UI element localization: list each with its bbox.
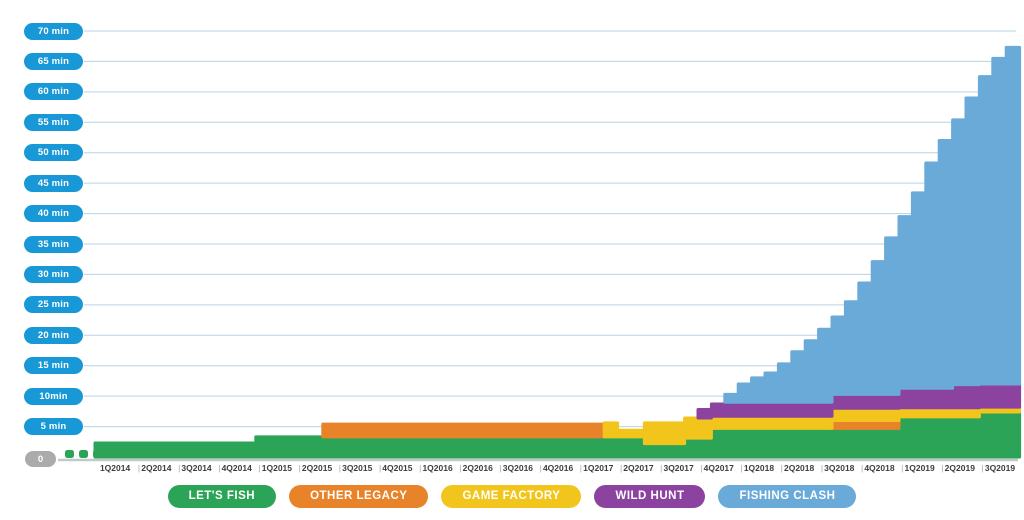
y-axis-tick-pill: 45 min [24,174,83,192]
x-axis-label: 2Q2016 [462,462,493,473]
x-axis-cell: | 4Q2018 [858,463,898,473]
x-axis-separator: | [981,462,984,473]
x-axis-cell: | 4Q2014 [216,463,256,473]
x-axis-cell: | 1Q2018 [738,463,778,473]
x-axis-label: 1Q2016 [422,462,453,473]
x-axis-separator: | [298,462,301,473]
y-axis-tick-pill: 60 min [24,83,83,101]
x-axis-cell: | 2Q2019 [939,463,979,473]
x-axis-separator: | [740,462,743,473]
y-axis-zero-pill: 0 [25,451,56,467]
x-axis-label: 3Q2019 [984,462,1016,473]
x-axis-label: 2Q2015 [301,462,333,473]
x-axis-separator: | [579,462,583,473]
x-axis-separator: | [700,462,703,473]
x-axis-cell: 1Q2014 [95,463,135,473]
x-axis-label: 4Q2017 [703,462,734,473]
y-axis-tick-pill: 50 min [24,144,83,162]
x-axis-separator: | [137,462,141,473]
y-axis-tick-pill: 55 min [24,113,83,131]
x-axis-label: 2Q2018 [783,462,815,473]
x-axis-cell: | 3Q2017 [657,463,697,473]
legend-item: WILD HUNT [594,484,706,508]
x-axis-label: 4Q2014 [221,462,252,473]
x-axis-label: 4Q2016 [542,462,574,473]
x-axis-separator: | [660,462,663,473]
y-axis-tick-pill: 15 min [24,357,83,375]
x-axis-label: 3Q2015 [342,462,373,473]
x-axis-separator: | [499,462,502,473]
x-axis-separator: | [378,462,382,473]
x-axis-cell: | 4Q2017 [698,463,738,473]
x-axis-separator: | [459,462,462,473]
y-axis-tick-pill: 25 min [24,296,83,314]
legend: LET'S FISH OTHER LEGACY GAME FACTORY WILD H… [0,484,1024,508]
x-axis-cell: | 2Q2017 [617,463,657,473]
x-axis-separator: | [419,462,422,473]
x-axis-separator: | [338,462,341,473]
x-axis-label: 3Q2014 [181,462,212,473]
x-axis-label: 3Q2017 [663,462,694,473]
y-axis-tick-pill: 5 min [24,418,83,436]
y-axis-tick-pill: 20 min [24,326,83,344]
legend-item: GAME FACTORY [441,484,582,508]
x-axis-label: 2Q2019 [944,462,975,473]
area-other-legacy [321,422,606,439]
y-axis-tick-pill: 70 min [24,22,83,40]
legend-item: OTHER LEGACY [289,484,429,508]
legend-item: LET'S FISH [167,484,277,508]
x-axis-cell: | 3Q2019 [979,463,1019,473]
x-axis-cell: | 3Q2016 [497,463,537,473]
x-axis-cell: | 3Q2014 [175,463,215,473]
x-axis-separator: | [539,462,542,473]
x-axis-cell: | 1Q2016 [416,463,456,473]
x-axis-cell: | 2Q2018 [778,463,818,473]
x-axis-label: 1Q2014 [99,462,131,473]
x-axis-separator: | [941,462,944,473]
x-axis-cell: | 4Q2015 [376,463,416,473]
x-axis-separator: | [218,462,221,473]
x-axis-cell: | 2Q2015 [296,463,336,473]
pre-axis-dot [65,450,74,458]
x-axis-cell: | 2Q2014 [135,463,175,473]
x-axis-label: 3Q2016 [502,462,534,473]
x-axis-cell: | 3Q2018 [818,463,858,473]
x-axis-label: 2Q2017 [623,462,654,473]
x-axis-label: 1Q2017 [583,462,614,473]
x-axis-separator: | [820,462,824,473]
y-axis-tick-pill: 40 min [24,205,83,223]
x-axis-separator: | [780,462,783,473]
x-axis-label: 3Q2018 [824,462,855,473]
x-axis-label: 1Q2015 [261,462,292,473]
x-axis-separator: | [861,462,864,473]
x-axis-cell: | 1Q2019 [898,463,938,473]
x-axis: 1Q2014 | 2Q2014 | 3Q2014 | 4Q2014 | 1Q2015 | 2Q201… [95,460,1019,475]
x-axis-cell: | 2Q2016 [457,463,497,473]
y-axis-tick-pill: 65 min [24,52,83,70]
area-fishing-clash [723,45,1022,404]
y-axis-tick-pill: 30 min [24,265,83,283]
y-axis-tick-pill: 10min [24,387,83,405]
x-axis-label: 1Q2019 [904,462,935,473]
pre-axis-dot [79,450,88,458]
x-axis-separator: | [619,462,623,473]
x-axis-separator: | [258,462,261,473]
x-axis-cell: | 1Q2015 [256,463,296,473]
x-axis-cell: | 3Q2015 [336,463,376,473]
x-axis-cell: | 1Q2017 [577,463,617,473]
y-axis-tick-pill: 35 min [24,235,83,253]
x-axis-cell: | 4Q2016 [537,463,577,473]
x-axis-label: 4Q2015 [382,462,413,473]
stacked-area-plot [58,30,1022,462]
x-axis-separator: | [901,462,904,473]
x-axis-label: 4Q2018 [864,462,895,473]
x-axis-separator: | [178,462,181,473]
x-axis-label: 2Q2014 [141,462,172,473]
x-axis-label: 1Q2018 [743,462,775,473]
legend-item: FISHING CLASH [718,484,857,508]
